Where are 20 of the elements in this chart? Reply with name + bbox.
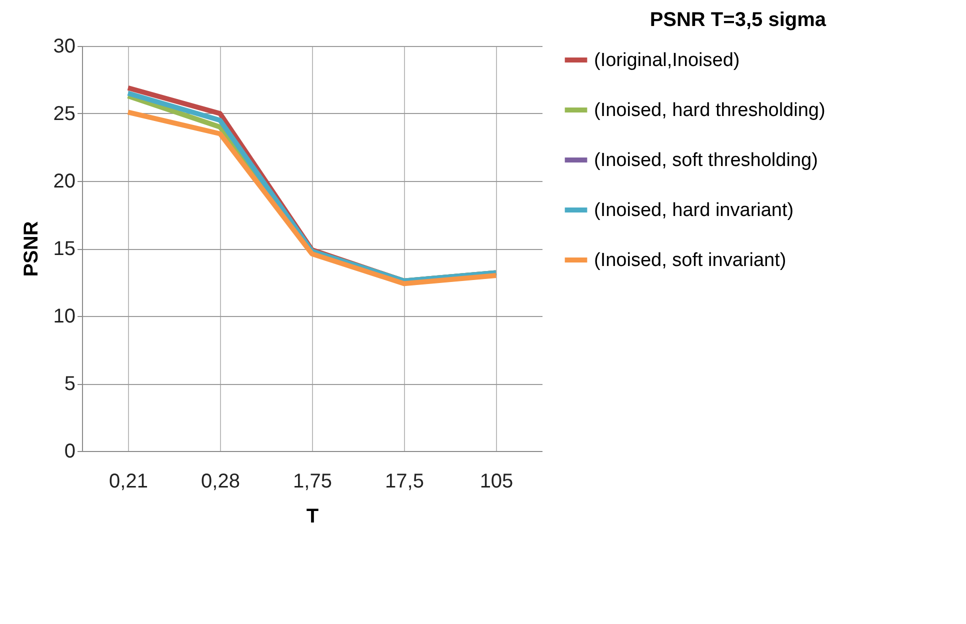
y-tick-label: 25 xyxy=(53,103,76,125)
legend-label: (Inoised, soft thresholding) xyxy=(594,150,818,171)
y-tick-label: 30 xyxy=(53,36,76,58)
legend-label: (Ioriginal,Inoised) xyxy=(594,50,740,71)
x-tick-label: 17,5 xyxy=(385,470,424,492)
y-tick-label: 5 xyxy=(64,373,76,395)
y-tick-label: 10 xyxy=(53,306,76,328)
y-tick-label: 20 xyxy=(53,170,76,192)
x-tick-label: 105 xyxy=(480,470,514,492)
legend-label: (Inoised, hard thresholding) xyxy=(594,100,826,121)
y-tick-label: 0 xyxy=(64,440,76,462)
x-tick-label: 1,75 xyxy=(293,470,332,492)
legend-label: (Inoised, soft invariant) xyxy=(594,250,786,271)
x-axis-title: T xyxy=(306,506,319,528)
y-axis-title: PSNR xyxy=(20,220,42,277)
x-tick-label: 0,28 xyxy=(201,470,240,492)
legend-label: (Inoised, hard invariant) xyxy=(594,200,794,221)
text: PSNR T=3,5 sigma xyxy=(650,9,827,31)
x-tick-label: 0,21 xyxy=(109,470,148,492)
y-tick-label: 15 xyxy=(53,238,76,260)
